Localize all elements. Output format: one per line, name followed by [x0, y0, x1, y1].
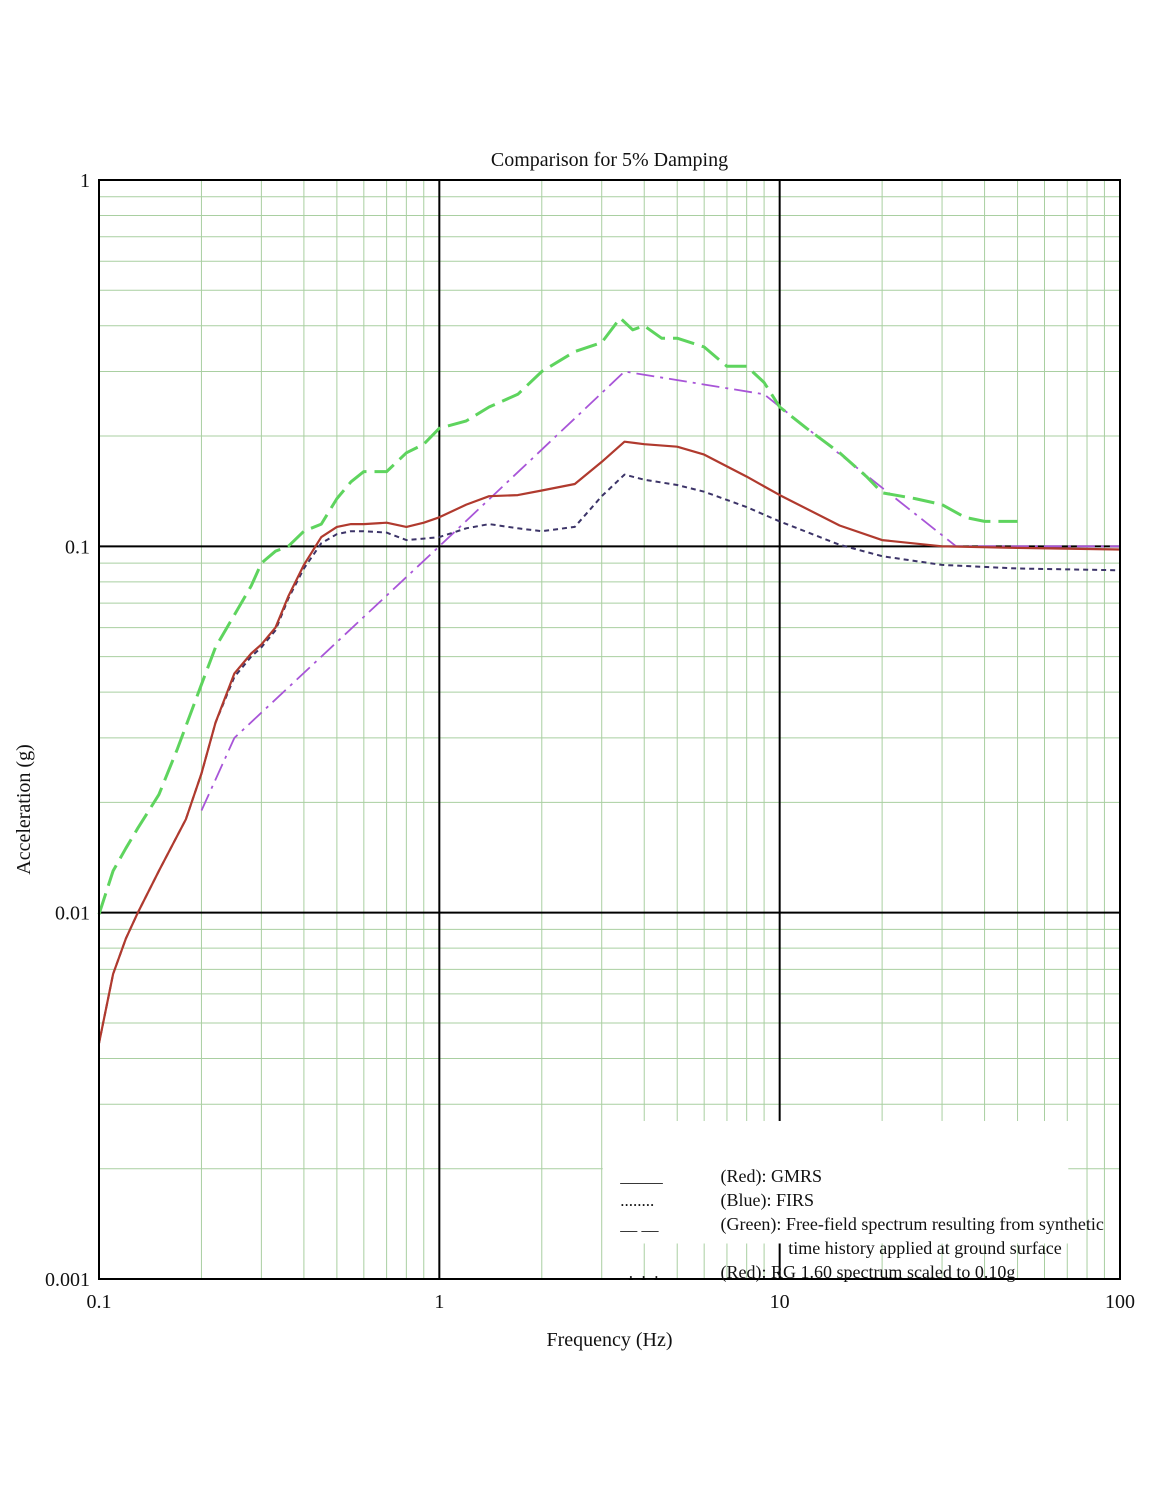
series-line-gmrs	[97, 440, 1121, 1044]
y-tick-label: 0.1	[65, 536, 90, 558]
x-axis-label: Frequency (Hz)	[546, 1329, 672, 1351]
legend-symbol: _._._.	[619, 1263, 658, 1282]
series-line-firs	[98, 473, 1121, 1044]
legend-label: (Blue): FIRS	[720, 1190, 814, 1211]
y-tick-label: 0.001	[45, 1269, 90, 1291]
plot-frame	[98, 179, 1121, 1280]
x-tick-label: 10	[770, 1291, 790, 1313]
tick-labels: 0.1 1 10 100 0.001 0.01 0.1 1	[45, 170, 1135, 1313]
x-tick-label: 1	[434, 1291, 444, 1313]
legend: _____ (Red): GMRS........ (Blue): FIRS __ _…	[619, 1166, 1104, 1283]
x-tick-label: 0.1	[87, 1291, 112, 1313]
chart-title: Comparison for 5% Damping	[491, 149, 728, 171]
legend-label-continued: time history applied at ground surface	[788, 1238, 1061, 1258]
legend-label: (Green): Free-field spectrum resulting f…	[720, 1214, 1103, 1235]
series-line-rg160	[200, 370, 1120, 811]
legend-symbol: __ __	[619, 1215, 659, 1234]
major-gridlines	[98, 179, 1121, 1280]
y-axis-label: Acceleration (g)	[13, 744, 35, 874]
legend-symbol: ........	[620, 1191, 654, 1210]
legend-label: (Red): GMRS	[720, 1166, 822, 1187]
minor-gridlines	[99, 180, 1120, 1279]
legend-label: (Red): RG 1.60 spectrum scaled to 0.10g	[720, 1262, 1015, 1283]
legend-background	[602, 1120, 1069, 1244]
series-layer	[97, 316, 1121, 1044]
legend-symbol: _____	[619, 1167, 663, 1186]
x-tick-label: 100	[1105, 1291, 1135, 1313]
series-line-free-field	[97, 316, 1018, 915]
y-tick-label: 0.01	[55, 903, 90, 925]
y-tick-label: 1	[80, 170, 90, 192]
